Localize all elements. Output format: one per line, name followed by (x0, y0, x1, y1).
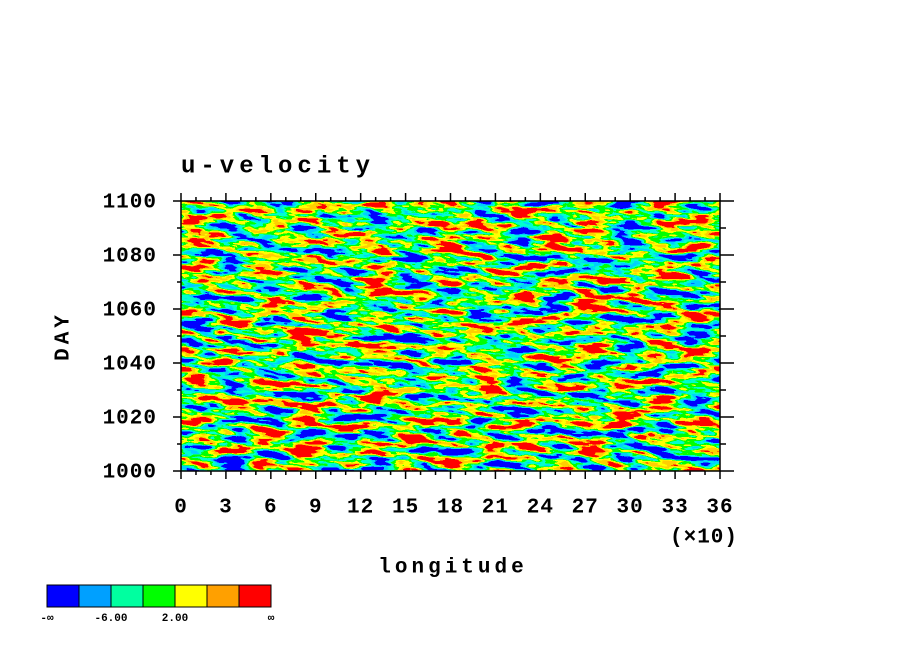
x-tick-label: 33 (661, 497, 688, 520)
x-tick-label: 3 (219, 497, 233, 520)
field-group (181, 201, 720, 471)
y-tick-label: 1020 (103, 408, 157, 431)
field-clip-group (181, 201, 720, 471)
colorbar-label: -∞ (40, 613, 54, 625)
x-tick-label: 24 (527, 497, 554, 520)
y-tick-label: 1080 (103, 246, 157, 269)
y-tick-label: 1100 (103, 192, 157, 215)
y-tick-label: 1000 (103, 462, 157, 485)
y-axis-label: DAY (53, 311, 76, 361)
chart-title: u-velocity (181, 153, 375, 180)
colorbar-swatch (238, 584, 272, 608)
y-tick-label: 1040 (103, 354, 157, 377)
x-tick-label: 27 (572, 497, 599, 520)
colorbar-swatch (142, 584, 176, 608)
colorbar-swatch (206, 584, 240, 608)
colorbar-swatch (174, 584, 208, 608)
y-tick-label: 1060 (103, 300, 157, 323)
colorbar-label: -6.00 (94, 613, 127, 625)
x-scale-note: (×10) (670, 527, 738, 550)
colorbar-label: ∞ (268, 613, 275, 625)
x-tick-label: 9 (309, 497, 323, 520)
x-tick-label: 21 (482, 497, 509, 520)
x-tick-label: 6 (264, 497, 278, 520)
contour-field (181, 201, 720, 471)
x-tick-label: 15 (392, 497, 419, 520)
colorbar-swatch (110, 584, 144, 608)
colorbar-swatch (78, 584, 112, 608)
colorbar-label: 2.00 (162, 613, 188, 625)
x-tick-label: 36 (706, 497, 733, 520)
x-axis-label: longitude (378, 557, 527, 580)
x-tick-label: 30 (617, 497, 644, 520)
x-tick-label: 18 (437, 497, 464, 520)
x-tick-label: 12 (347, 497, 374, 520)
colorbar-swatch (46, 584, 80, 608)
x-tick-label: 0 (174, 497, 188, 520)
